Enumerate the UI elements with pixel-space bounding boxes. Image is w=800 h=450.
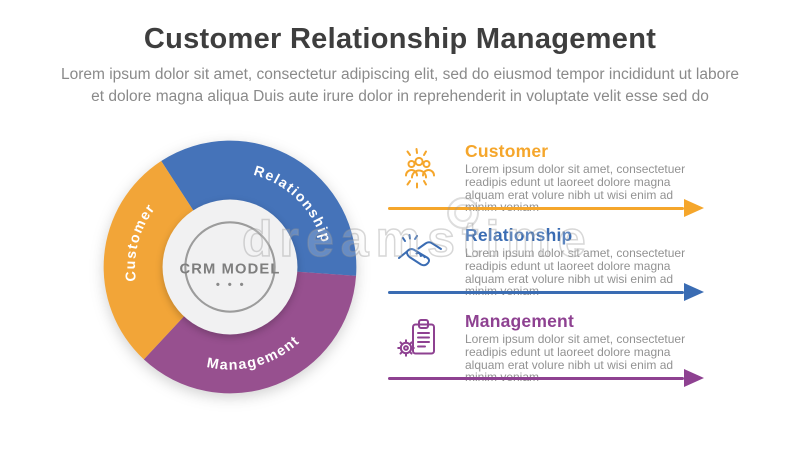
arrow-relationship [388, 283, 704, 301]
item-text-block: Management Lorem ipsum dolor sit amet, c… [465, 311, 703, 384]
arrow-head-icon [684, 369, 704, 387]
item-text-block: Customer Lorem ipsum dolor sit amet, con… [465, 141, 703, 214]
arrow-head-icon [684, 283, 704, 301]
subtitle-line-1: Lorem ipsum dolor sit amet, consectetur … [60, 66, 740, 83]
item-body-relationship: Lorem ipsum dolor sit amet, consectetuer… [465, 246, 686, 298]
item-title-management: Management [465, 311, 574, 331]
item-text-block: Relationship Lorem ipsum dolor sit amet,… [465, 225, 703, 298]
feature-item-customer: Customer Lorem ipsum dolor sit amet, con… [388, 135, 704, 220]
handshake-icon [396, 229, 444, 277]
page-subtitle: Lorem ipsum dolor sit amet, consectetur … [30, 64, 770, 108]
arrow-management [388, 369, 704, 387]
crm-wheel-diagram: Customer Relationship Management CRM MOD… [103, 140, 357, 394]
wheel-core-ring [184, 221, 276, 313]
customer-group-icon [396, 145, 444, 193]
feature-item-management: Management Lorem ipsum dolor sit amet, c… [388, 305, 704, 390]
arrow-line [388, 206, 684, 210]
arrow-line [388, 290, 684, 294]
wheel-core-circle [162, 199, 298, 335]
wheel-center-dots: • • • [216, 279, 246, 291]
arrow-line [388, 376, 684, 380]
arrow-head-icon [684, 199, 704, 217]
feature-item-relationship: Relationship Lorem ipsum dolor sit amet,… [388, 219, 704, 304]
item-title-relationship: Relationship [465, 225, 573, 245]
item-title-customer: Customer [465, 141, 549, 161]
page-title: Customer Relationship Management [143, 23, 657, 55]
wheel-center-label: CRM MODEL [179, 262, 280, 278]
item-body-customer: Lorem ipsum dolor sit amet, consectetuer… [465, 162, 686, 214]
subtitle-line-2: et dolore magna aliqua Duis aute irure d… [91, 88, 709, 105]
arrow-customer [388, 199, 704, 217]
management-clipboard-icon [396, 315, 444, 363]
item-body-management: Lorem ipsum dolor sit amet, consectetuer… [465, 332, 686, 384]
